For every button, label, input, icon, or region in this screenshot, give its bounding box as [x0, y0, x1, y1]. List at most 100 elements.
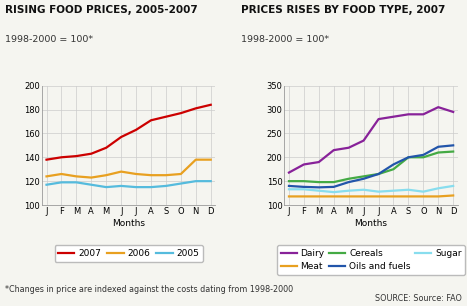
Line: Sugar: Sugar [289, 186, 453, 192]
2005 [178, 182, 184, 185]
Line: Cereals: Cereals [289, 151, 453, 182]
Text: *Changes in price are indexed against the costs dating from 1998-2000: *Changes in price are indexed against th… [5, 285, 293, 293]
Cereals [301, 179, 307, 183]
Oils and fuels [286, 184, 292, 188]
2006 [88, 176, 94, 179]
Dairy [286, 171, 292, 174]
Sugar [406, 188, 411, 192]
2007 [163, 115, 169, 118]
Oils and fuels [435, 145, 441, 149]
Meat [450, 194, 456, 197]
Dairy [450, 110, 456, 114]
Cereals [450, 150, 456, 153]
2007 [44, 158, 50, 162]
Sugar [286, 188, 292, 191]
2006 [148, 173, 154, 177]
Legend: 2007, 2006, 2005: 2007, 2006, 2005 [55, 245, 203, 262]
Dairy [406, 113, 411, 116]
Line: 2006: 2006 [47, 160, 211, 177]
Sugar [301, 188, 307, 191]
2005 [193, 179, 198, 183]
Cereals [361, 174, 367, 178]
X-axis label: Months: Months [354, 219, 388, 228]
2007 [178, 111, 184, 115]
2007 [193, 106, 198, 110]
2007 [103, 146, 109, 150]
2007 [133, 128, 139, 132]
Cereals [286, 179, 292, 183]
Sugar [346, 189, 352, 192]
Text: PRICES RISES BY FOOD TYPE, 2007: PRICES RISES BY FOOD TYPE, 2007 [241, 5, 445, 15]
2005 [44, 183, 50, 187]
Cereals [435, 151, 441, 154]
2006 [118, 170, 124, 174]
2005 [163, 184, 169, 188]
2006 [133, 172, 139, 176]
Dairy [435, 105, 441, 109]
Dairy [316, 160, 322, 164]
Oils and fuels [301, 185, 307, 189]
Oils and fuels [406, 155, 411, 159]
Text: 1998-2000 = 100*: 1998-2000 = 100* [5, 35, 93, 44]
Meat [331, 195, 337, 198]
Meat [406, 195, 411, 198]
Oils and fuels [450, 144, 456, 147]
Meat [346, 195, 352, 198]
Text: 1998-2000 = 100*: 1998-2000 = 100* [241, 35, 329, 44]
2005 [103, 185, 109, 189]
Oils and fuels [420, 153, 426, 157]
Dairy [376, 117, 382, 121]
Legend: Dairy, Meat, Cereals, Oils and fuels, Sugar: Dairy, Meat, Cereals, Oils and fuels, Su… [277, 245, 465, 275]
Sugar [316, 189, 322, 192]
2006 [59, 172, 64, 176]
2006 [44, 174, 50, 178]
2005 [59, 181, 64, 184]
Sugar [361, 188, 367, 192]
Meat [361, 195, 367, 198]
Meat [376, 195, 382, 198]
2005 [208, 179, 213, 183]
Cereals [406, 155, 411, 159]
Oils and fuels [316, 185, 322, 189]
Cereals [376, 172, 382, 176]
2006 [163, 173, 169, 177]
2005 [133, 185, 139, 189]
Meat [420, 195, 426, 198]
Cereals [346, 177, 352, 181]
Dairy [420, 113, 426, 116]
2007 [208, 103, 213, 106]
Line: Oils and fuels: Oils and fuels [289, 145, 453, 187]
Oils and fuels [331, 185, 337, 189]
Text: SOURCE: Source: FAO: SOURCE: Source: FAO [375, 294, 462, 303]
Cereals [391, 167, 396, 171]
2006 [178, 172, 184, 176]
2005 [88, 183, 94, 187]
Dairy [361, 139, 367, 142]
2006 [103, 173, 109, 177]
2005 [148, 185, 154, 189]
2005 [118, 184, 124, 188]
2007 [59, 155, 64, 159]
Oils and fuels [361, 177, 367, 181]
Dairy [346, 146, 352, 150]
2005 [74, 181, 79, 184]
Cereals [420, 155, 426, 159]
Meat [391, 195, 396, 198]
Line: Dairy: Dairy [289, 107, 453, 173]
Dairy [301, 162, 307, 166]
Sugar [391, 189, 396, 192]
Cereals [331, 180, 337, 184]
2007 [74, 154, 79, 158]
Meat [316, 195, 322, 198]
Cereals [316, 180, 322, 184]
Oils and fuels [376, 172, 382, 176]
Meat [286, 195, 292, 198]
Dairy [331, 148, 337, 152]
Meat [435, 195, 441, 198]
Meat [301, 195, 307, 198]
Oils and fuels [391, 162, 396, 166]
2007 [88, 152, 94, 155]
Sugar [450, 184, 456, 188]
Sugar [331, 190, 337, 194]
Oils and fuels [346, 180, 352, 184]
